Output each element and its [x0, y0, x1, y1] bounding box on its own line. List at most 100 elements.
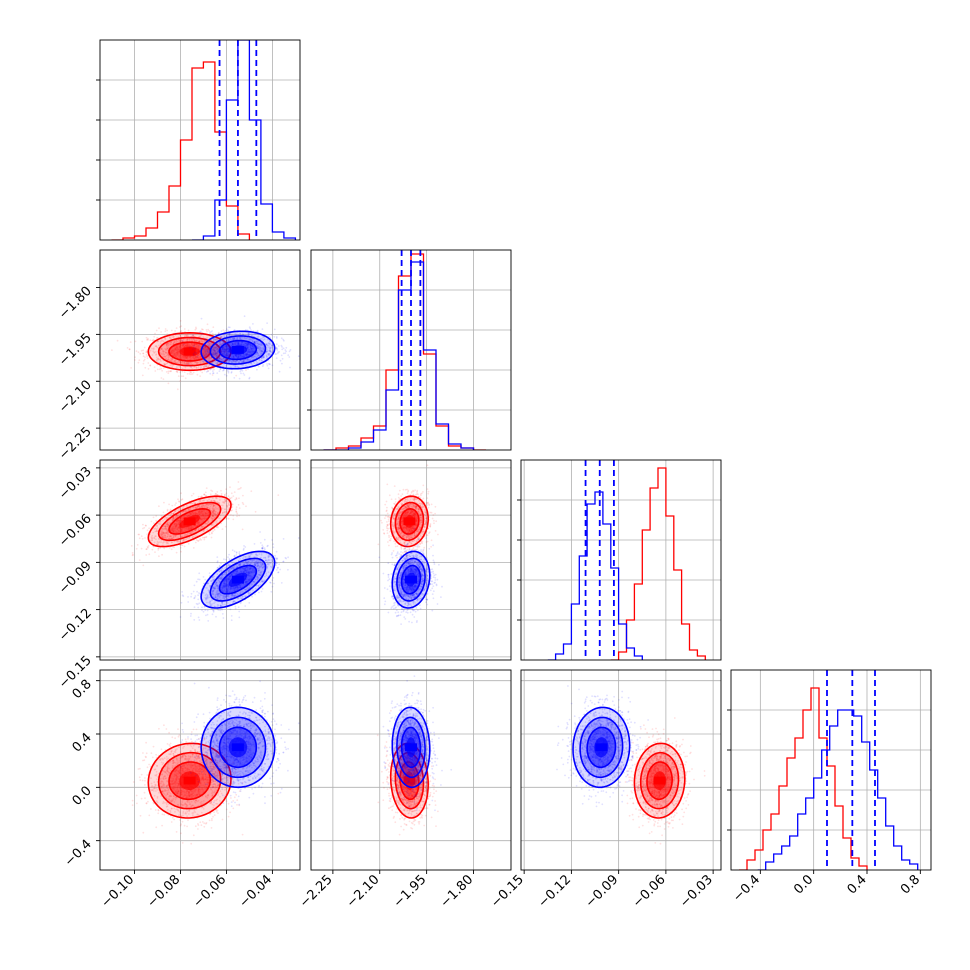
- scatter-point: [211, 352, 214, 355]
- scatter-point: [187, 363, 189, 365]
- scatter-point: [256, 349, 259, 352]
- scatter-point: [188, 342, 190, 345]
- scatter-point: [243, 359, 246, 362]
- scatter-point: [202, 336, 205, 339]
- scatter-point: [208, 357, 211, 360]
- scatter-point: [207, 360, 210, 362]
- scatter-point: [190, 595, 193, 598]
- scatter-point: [182, 356, 185, 359]
- scatter-point: [170, 370, 172, 372]
- scatter-point: [197, 354, 199, 357]
- scatter-point: [174, 348, 177, 350]
- scatter-point: [221, 608, 223, 611]
- scatter-point: [233, 337, 236, 340]
- scatter-point: [282, 352, 285, 355]
- scatter-point: [171, 363, 174, 366]
- scatter-point: [136, 544, 139, 546]
- scatter-point: [265, 351, 268, 354]
- scatter-point: [206, 330, 208, 333]
- scatter-point: [289, 366, 291, 369]
- scatter-point: [222, 357, 225, 360]
- scatter-point: [257, 365, 260, 368]
- scatter-point: [168, 355, 171, 358]
- scatter-point: [237, 356, 240, 358]
- scatter-point: [229, 346, 232, 348]
- scatter-point: [238, 366, 240, 369]
- scatter-point: [137, 361, 140, 364]
- scatter-point: [184, 345, 186, 348]
- scatter-point: [182, 343, 185, 346]
- scatter-point: [227, 517, 230, 520]
- scatter-point: [283, 339, 285, 342]
- scatter-point: [218, 357, 221, 360]
- scatter-point: [213, 349, 216, 352]
- scatter-point: [192, 371, 195, 374]
- scatter-point: [219, 341, 221, 344]
- scatter-point: [220, 358, 223, 360]
- scatter-point: [150, 520, 153, 523]
- scatter-point: [162, 511, 165, 514]
- scatter-point: [203, 339, 206, 342]
- scatter-point: [146, 357, 149, 360]
- scatter-point: [140, 547, 143, 550]
- scatter-point: [161, 369, 164, 372]
- scatter-point: [251, 345, 254, 348]
- scatter-point: [210, 341, 213, 343]
- scatter-point: [203, 349, 206, 351]
- scatter-point: [205, 337, 208, 340]
- scatter-point: [228, 334, 230, 337]
- scatter-point: [262, 346, 265, 349]
- scatter-point: [234, 605, 237, 608]
- scatter-point: [205, 487, 208, 489]
- scatter-point: [176, 352, 179, 355]
- scatter-point: [246, 359, 249, 362]
- scatter-point: [164, 337, 167, 340]
- scatter-point: [199, 375, 202, 377]
- scatter-point: [250, 338, 252, 341]
- scatter-point: [182, 340, 184, 343]
- scatter-point: [203, 365, 206, 367]
- scatter-point: [190, 494, 193, 497]
- scatter-point: [204, 345, 207, 348]
- scatter-point: [181, 340, 183, 342]
- scatter-point: [248, 348, 251, 351]
- scatter-point: [204, 491, 207, 494]
- scatter-point: [147, 362, 150, 364]
- scatter-point: [191, 355, 194, 358]
- scatter-point: [242, 355, 244, 358]
- scatter-point: [232, 355, 235, 358]
- scatter-point: [268, 335, 270, 338]
- scatter-point: [195, 602, 198, 605]
- scatter-point: [233, 342, 236, 344]
- scatter-point: [222, 329, 225, 331]
- scatter-point: [218, 357, 221, 359]
- scatter-point: [206, 348, 208, 351]
- scatter-point: [177, 341, 180, 343]
- scatter-point: [225, 354, 228, 357]
- scatter-point: [227, 355, 229, 358]
- scatter-point: [213, 360, 216, 363]
- scatter-point: [235, 360, 237, 363]
- scatter-point: [167, 354, 170, 357]
- scatter-point: [213, 350, 216, 352]
- scatter-point: [174, 342, 176, 344]
- scatter-point: [161, 347, 163, 350]
- scatter-point: [200, 333, 203, 336]
- scatter-point: [173, 351, 176, 353]
- scatter-point: [247, 354, 250, 356]
- scatter-point: [204, 339, 207, 342]
- scatter-point: [248, 338, 251, 340]
- scatter-point: [142, 359, 145, 362]
- scatter-point: [243, 355, 246, 358]
- scatter-point: [221, 342, 224, 345]
- scatter-point: [176, 388, 179, 391]
- scatter-point: [163, 547, 166, 550]
- scatter-point: [265, 342, 268, 345]
- scatter-point: [198, 331, 201, 334]
- scatter-point: [248, 326, 251, 328]
- scatter-point: [176, 350, 179, 353]
- scatter-point: [224, 354, 227, 357]
- scatter-point: [173, 340, 176, 343]
- scatter-point: [223, 336, 226, 338]
- scatter-point: [164, 338, 167, 341]
